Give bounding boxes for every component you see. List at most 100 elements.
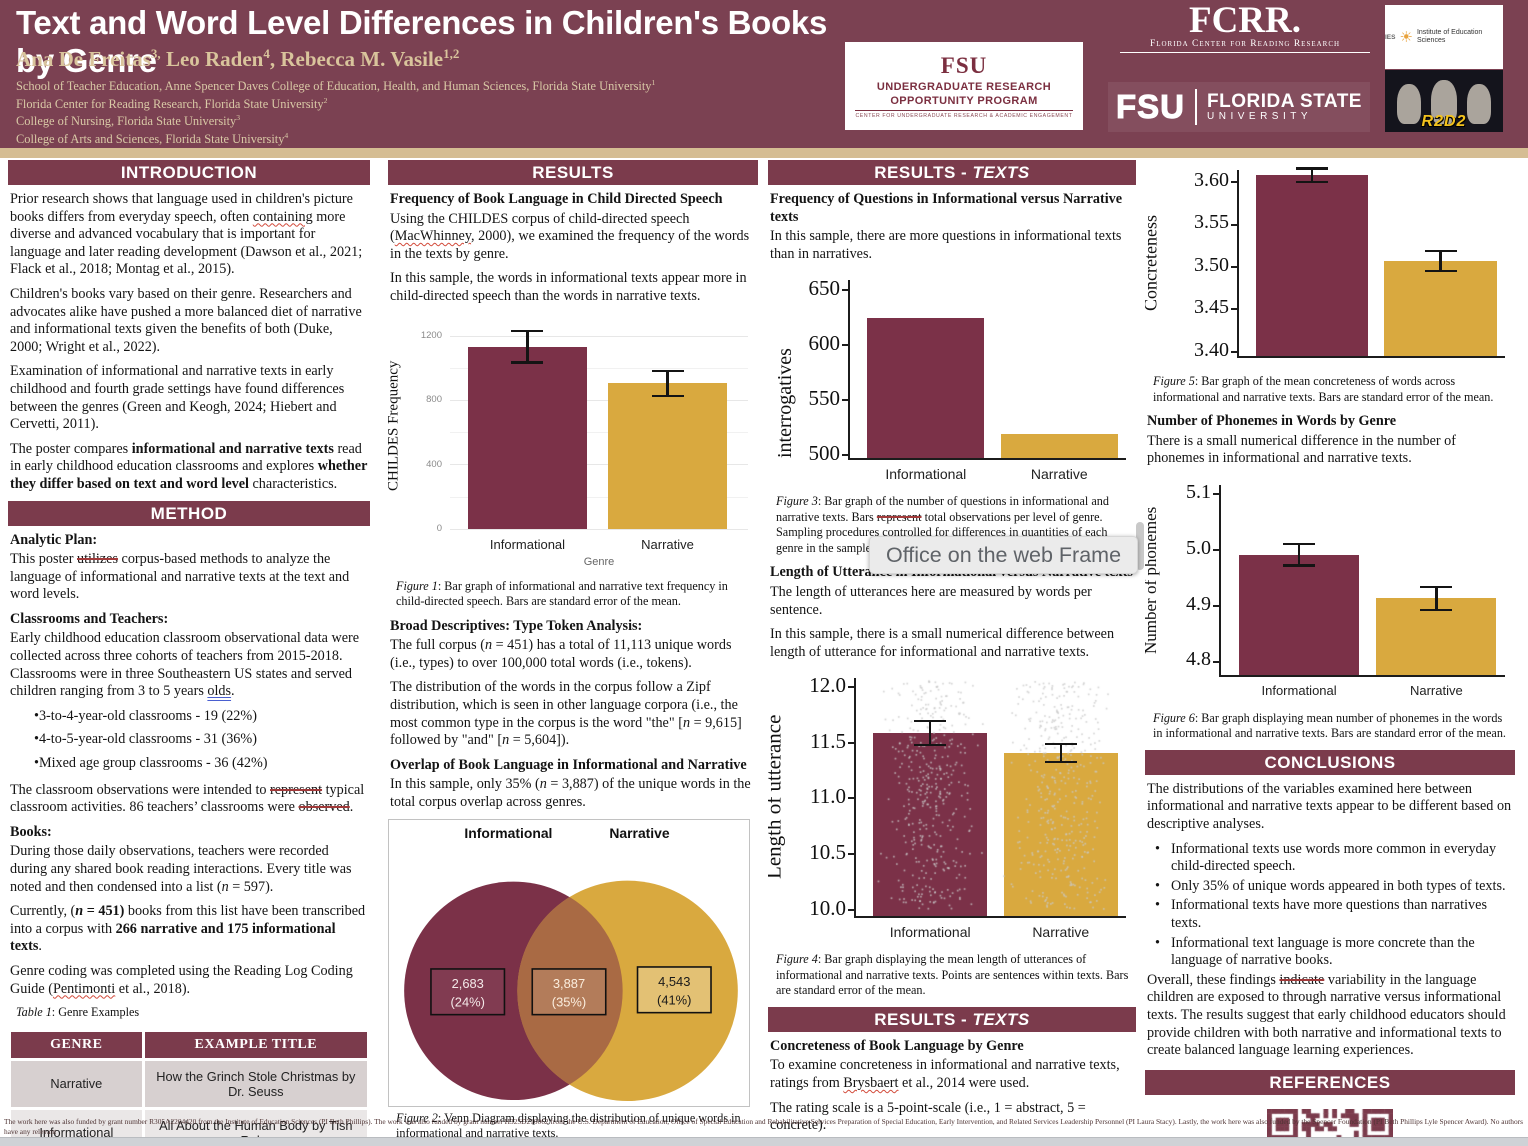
paragraph: Children's books vary based on their gen… [10,285,362,355]
paragraph: During those daily observations, teacher… [10,843,352,895]
sun-icon: ☀ [1399,28,1413,46]
paragraph: Examination of informational and narrati… [10,363,345,433]
bullet-item: •4-to-5-year-old classrooms - 31 (36%) [34,731,257,748]
genre-cell: Narrative [11,1060,142,1107]
x-category-label: Informational [1261,682,1337,698]
y-tick-label: 800 [426,394,442,406]
bullet-item: • Informational text language is more con… [1155,934,1475,969]
funding-footnote-line1: The work here was also funded by grant n… [4,1117,1524,1136]
y-tick-label: 1200 [420,330,442,342]
figure2-caption: Figure 2: Venn Diagram displaying the di… [396,1110,741,1141]
ies-name: Institute of Education Sciences [1416,29,1483,44]
x-axis-label: Genre [583,555,615,568]
paragraph: The distribution of the words in the cor… [390,679,742,749]
bar-narrative [1384,260,1497,356]
urop-line1: UNDERGRADUATE RESEARCH [876,81,1052,93]
paragraph: Genre coding was completed using the Rea… [10,962,353,997]
paragraph: This poster utilizes corpus-based method… [10,551,350,603]
bullet-item: •3-to-4-year-old classrooms - 19 (22%) [34,707,257,724]
sub-heading: Analytic Plan: [10,531,98,548]
y-tick-label: 400 [426,458,442,470]
paragraph: In this sample, there is a small numeric… [770,626,1115,660]
x-category-label: Narrative [1409,682,1463,698]
y-tick-label: 4.9 [1186,592,1211,615]
fsu-line1: FLORIDA STATE [1207,90,1362,112]
introduction-text: Prior research shows that language used … [8,191,370,494]
y-tick-label: 3.55 [1194,211,1229,234]
bullet-item: • Only 35% of unique words appeared in bo… [1155,877,1506,894]
bar-informational [1255,175,1369,356]
y-tick-label: 550 [808,386,841,411]
fsu-line2: UNIVERSITY [1207,110,1313,122]
y-axis-label: Number of interrogatives [768,348,796,459]
poster-header: Text and Word Level Differences in Child… [0,0,1528,148]
section-header-results: RESULTS [388,160,758,185]
section-header-results-texts-1: RESULTS - TEXTS [768,160,1136,185]
y-tick-label: 3.50 [1194,253,1229,276]
y-tick-label: 12.0 [809,673,846,698]
bullet-item: • Informational texts have more questions… [1155,897,1487,931]
svg-text:(41%): (41%) [657,992,691,1007]
sub-heading: Frequency of Book Language in Child Dire… [390,191,723,207]
paragraph: The rating scale is a 5-point-scale (i.e… [770,1099,1086,1134]
fcrr-logo: FCRR. Florida Center for Reading Researc… [1120,2,1370,65]
bar-informational [1239,554,1360,675]
ies-abbr: IES [1385,33,1396,41]
table-header-genre: GENRE [11,1031,142,1058]
y-tick-label: 3.45 [1194,296,1229,319]
paragraph: Overall, these findings indicate variabi… [1147,971,1506,1059]
y-tick-label: 650 [808,276,841,301]
svg-text:3,887: 3,887 [553,975,585,990]
fsu-urop-logo: FSU UNDERGRADUATE RESEARCH OPPORTUNITY P… [845,42,1083,130]
affiliation-line: College of Arts and Sciences, Florida St… [16,131,289,147]
affiliation-line: School of Teacher Education, Anne Spence… [16,78,656,94]
section-header-conclusions: CONCLUSIONS [1145,749,1515,775]
x-category-label: Narrative [641,536,694,552]
r2d2-logo: R2D2 [1385,70,1503,132]
table-row: Narrative How the Grinch Stole Christmas … [11,1060,367,1107]
section-header-introduction: INTRODUCTION [8,160,370,185]
y-tick-label: 10.5 [809,839,846,864]
method-text: Analytic Plan: This poster utilizes corpu… [8,532,370,1021]
column-figures-conclusions: 3.40 3.45 3.50 3.55 3.60 Concreteness Figure … [1145,160,1515,1146]
sub-heading: Concreteness of Book Language by Genre [770,1037,1024,1054]
frame-scrollbar[interactable] [1136,522,1144,570]
svg-text:2,683: 2,683 [452,975,484,990]
y-axis-label: Length of utterance [768,715,786,880]
bar-narrative [1376,598,1497,675]
section-header-references: REFERENCES [1145,1069,1515,1095]
paragraph: There is a small numerical difference in… [1147,432,1456,467]
conclusions-text: The distributions of the variables exami… [1145,781,1515,1060]
divider [1195,89,1198,125]
x-category-label: Informational [885,466,967,483]
venn-diagram: Informational Narrative 2,683 (24%) 3,887 (35… [388,818,750,1107]
column-results: RESULTS Frequency of Book Language in Ch… [388,160,758,1146]
sub-heading: Overlap of Book Language in Informationa… [390,756,747,773]
page-bottom-strip [0,1137,1528,1146]
y-tick-label: 10.0 [809,895,846,920]
y-tick-label: 600 [808,331,841,356]
bar-informational [467,346,588,529]
paragraph: The distributions of the variables exami… [1147,780,1512,832]
questions-text: Frequency of Questions in Informational … [768,191,1136,263]
y-tick-label: 11.5 [810,728,846,753]
utterance-length-chart: 10.0 10.5 11.0 11.5 12.0 Informational Narrati… [768,668,1136,948]
example-title-cell: How the Grinch Stole Christmas by Dr. Se… [144,1060,367,1107]
fsu-monogram: FSU [940,53,988,78]
x-category-label: Narrative [1030,466,1088,483]
paragraph: Currently, (n = 451) books from this lis… [10,903,366,955]
paragraph: In this sample, only 35% (n = 3,887) of … [390,776,751,810]
column-introduction-method: INTRODUCTION Prior research shows that l… [8,160,370,1146]
section-header-method: METHOD [8,500,370,526]
y-tick-label: 3.40 [1194,338,1229,361]
interrogatives-chart: 500 550 600 650 Informational Narrative Number… [768,270,1136,490]
bar-narrative [1000,434,1118,459]
column-results-texts: RESULTS - TEXTS Frequency of Questions i… [768,160,1136,1146]
jitter-points [854,678,1126,917]
phonemes-chart: 4.8 4.9 5.0 5.1 Informational Narrative Number… [1145,475,1515,707]
svg-text:4,543: 4,543 [658,973,690,988]
paragraph: In this sample, the words in information… [390,270,747,304]
paragraph: The poster compares informational and na… [10,440,368,492]
affiliation-line: College of Nursing, Florida State Univer… [16,113,241,129]
